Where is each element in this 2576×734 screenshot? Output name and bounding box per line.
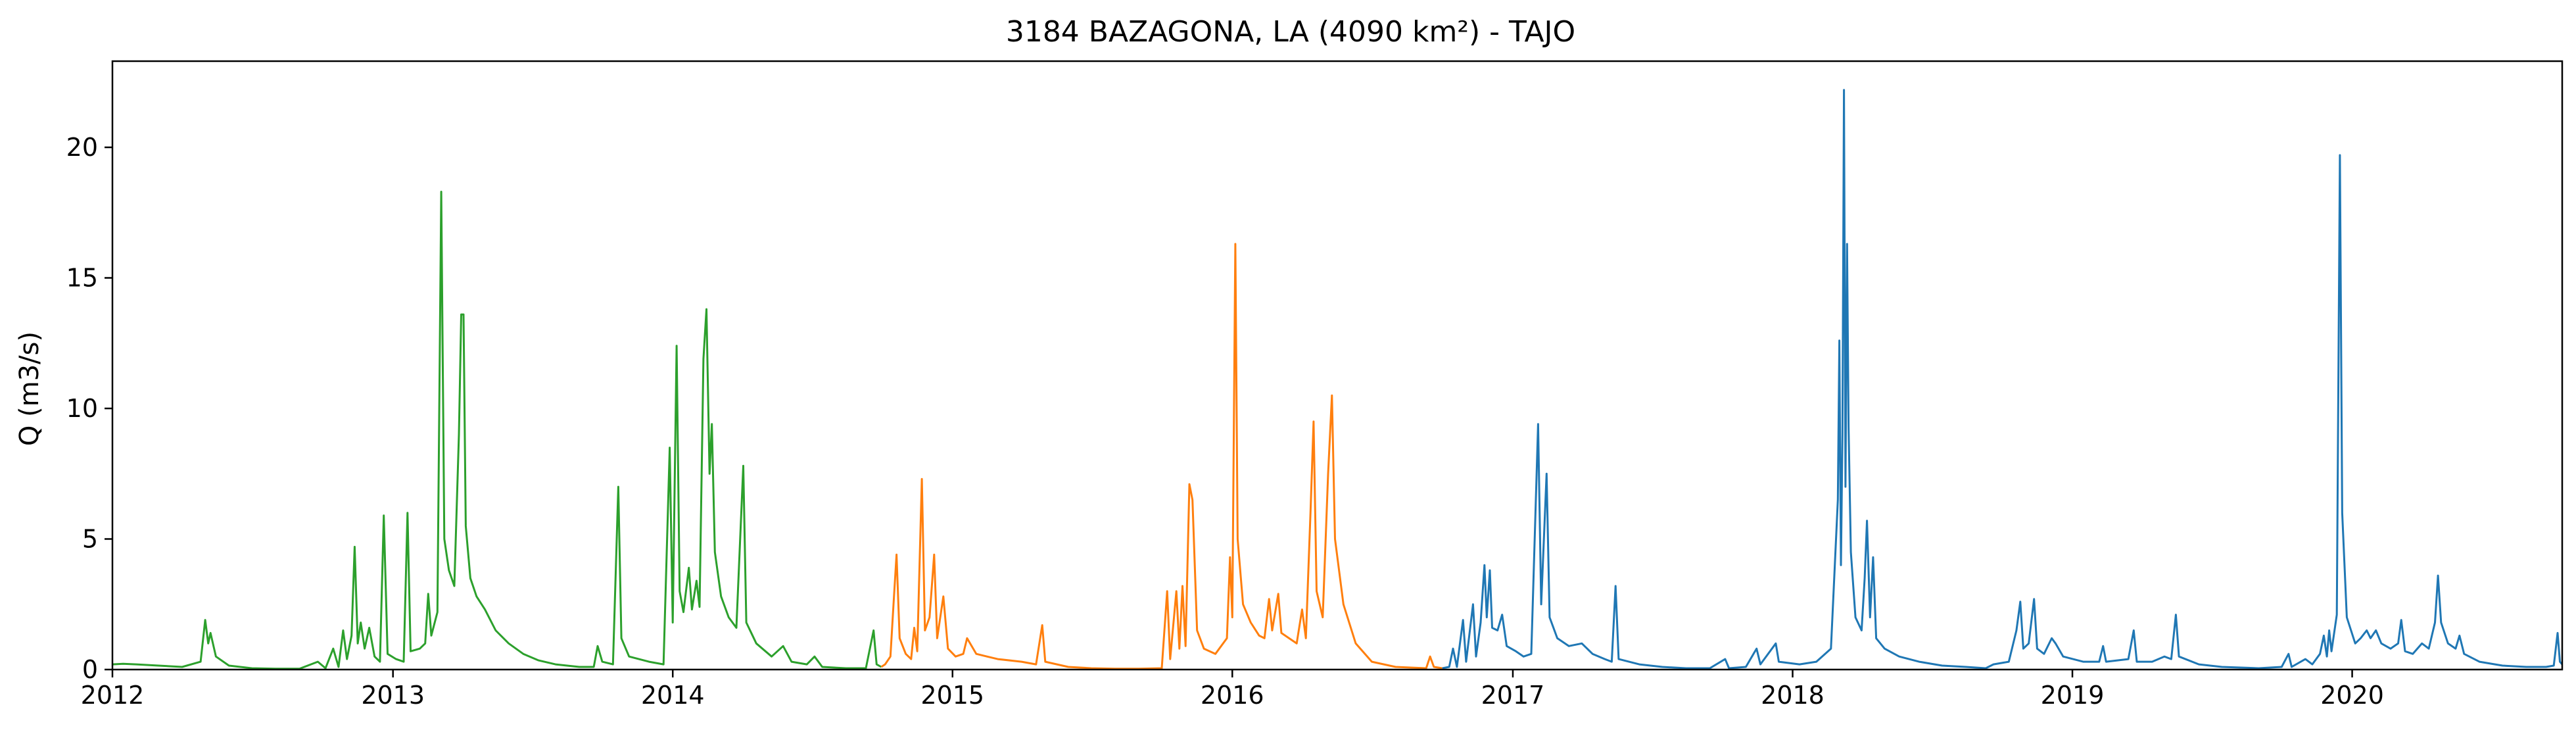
x-tick-label: 2019 (2041, 681, 2105, 710)
x-tick-label: 2014 (641, 681, 705, 710)
series-layer (112, 89, 2564, 670)
x-tick-label: 2012 (81, 681, 145, 710)
chart-title: 3184 BAZAGONA, LA (4090 km²) - TAJO (1006, 15, 1575, 49)
y-tick-label: 15 (66, 264, 98, 293)
y-tick-label: 10 (66, 394, 98, 423)
series-line-3 (1442, 89, 2564, 670)
axis-layer: 2012 2013 2014 2015 2016 2017 2018 2019 20200510… (66, 133, 2384, 710)
plot-frame (111, 60, 2564, 671)
y-axis-label: Q (m3/s) (14, 331, 45, 446)
x-tick-label: 2020 (2320, 681, 2384, 710)
y-tick-label: 5 (82, 525, 98, 554)
x-tick-label: 2017 (1481, 681, 1545, 710)
x-tick-label: 2013 (361, 681, 425, 710)
series-line-2 (880, 243, 1443, 670)
y-tick-label: 20 (66, 133, 98, 162)
y-tick-label: 0 (82, 655, 98, 684)
x-tick-label: 2018 (1761, 681, 1825, 710)
series-line-1 (112, 191, 882, 670)
x-tick-label: 2016 (1201, 681, 1264, 710)
x-tick-label: 2015 (920, 681, 984, 710)
